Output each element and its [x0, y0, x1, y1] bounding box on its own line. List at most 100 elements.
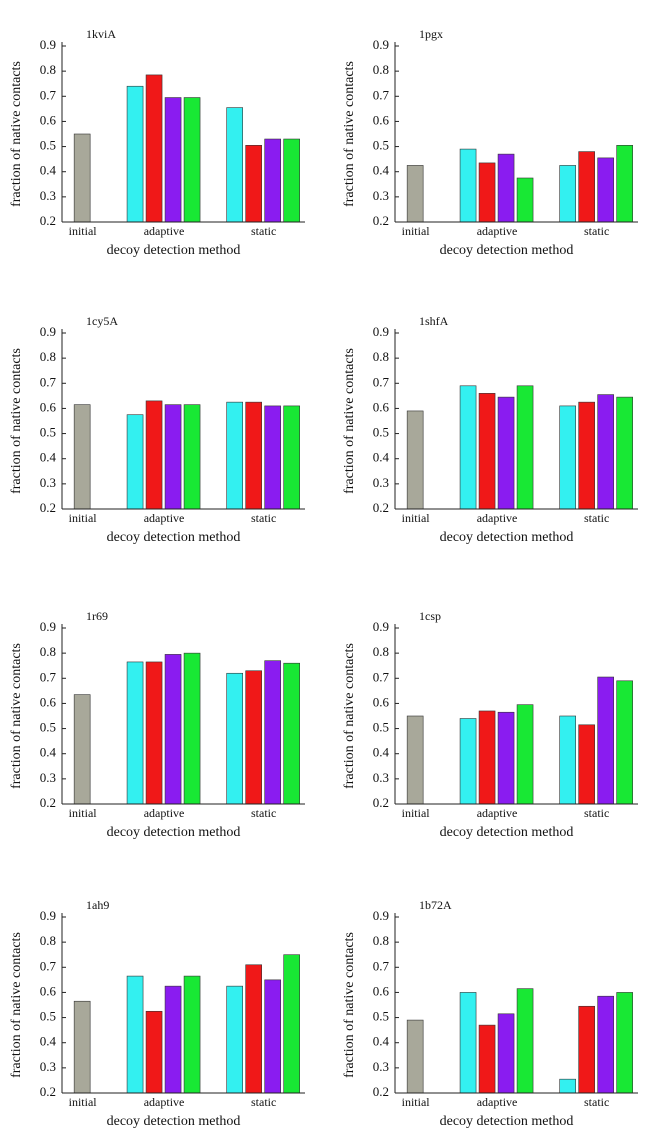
y-tick-label: 0.4: [373, 450, 390, 465]
x-axis-label: decoy detection method: [440, 825, 574, 840]
bar: [616, 145, 633, 223]
y-tick-label: 0.3: [373, 475, 389, 490]
x-tick-label: initial: [402, 224, 431, 238]
bar: [497, 1013, 515, 1094]
y-axis-label: fraction of native contacts: [9, 348, 24, 494]
bar: [264, 138, 281, 223]
y-tick-label: 0.4: [40, 163, 57, 178]
y-tick-label: 0.4: [40, 1034, 57, 1049]
bar: [597, 394, 614, 510]
bar: [245, 670, 262, 805]
y-tick-label: 0.9: [40, 324, 56, 339]
x-axis-label: decoy detection method: [107, 1114, 241, 1129]
y-tick-label: 0.4: [40, 450, 57, 465]
y-tick-label: 0.9: [40, 908, 56, 923]
bar: [73, 133, 91, 223]
y-tick-label: 0.4: [373, 1034, 390, 1049]
y-tick-label: 0.8: [373, 644, 389, 659]
y-tick-label: 0.4: [40, 745, 57, 760]
bar: [164, 97, 182, 223]
bar: [226, 672, 243, 805]
bar: [616, 680, 633, 805]
y-tick-label: 0.2: [40, 795, 56, 810]
bar: [616, 992, 633, 1094]
y-tick-label: 0.5: [373, 138, 389, 153]
bar: [578, 401, 595, 510]
bar: [559, 405, 576, 510]
y-tick-label: 0.2: [40, 213, 56, 228]
x-tick-label: adaptive: [477, 1095, 518, 1109]
bar: [183, 975, 201, 1094]
bar: [183, 652, 201, 805]
x-axis-label: decoy detection method: [440, 530, 574, 545]
bar: [578, 151, 595, 223]
y-tick-label: 0.6: [373, 399, 390, 414]
bar: [126, 661, 144, 805]
bar: [73, 1000, 91, 1094]
x-tick-label: adaptive: [477, 511, 518, 525]
y-tick-label: 0.6: [373, 112, 390, 127]
y-tick-label: 0.8: [40, 644, 56, 659]
y-tick-label: 0.5: [373, 1009, 389, 1024]
y-tick-label: 0.7: [373, 669, 390, 684]
y-tick-label: 0.7: [40, 958, 57, 973]
x-axis-label: decoy detection method: [440, 243, 574, 258]
bar: [459, 148, 477, 223]
y-tick-label: 0.7: [40, 87, 57, 102]
bar: [126, 85, 144, 223]
x-tick-label: adaptive: [144, 511, 185, 525]
bar: [597, 676, 614, 805]
y-tick-label: 0.3: [373, 188, 389, 203]
bar: [283, 954, 300, 1094]
y-axis-label: fraction of native contacts: [9, 932, 24, 1078]
bar: [264, 660, 281, 805]
x-tick-label: static: [584, 1095, 609, 1109]
y-tick-label: 0.7: [373, 958, 390, 973]
bar: [559, 165, 576, 223]
bar: [406, 165, 424, 223]
bar: [164, 985, 182, 1094]
bar: [164, 654, 182, 805]
bar: [264, 405, 281, 510]
y-tick-label: 0.4: [373, 745, 390, 760]
bar: [459, 385, 477, 510]
bar: [516, 177, 534, 223]
panel-title: 1shfA: [419, 314, 449, 328]
x-tick-label: adaptive: [477, 224, 518, 238]
y-tick-label: 0.6: [373, 694, 390, 709]
bar: [183, 97, 201, 223]
y-tick-label: 0.9: [373, 324, 389, 339]
panel-title: 1r69: [86, 609, 108, 623]
bar: [145, 1010, 163, 1094]
bar: [578, 1005, 595, 1094]
panel-title: 1pgx: [419, 27, 443, 41]
y-tick-label: 0.3: [40, 1059, 56, 1074]
x-tick-label: adaptive: [144, 806, 185, 820]
y-tick-label: 0.4: [373, 163, 390, 178]
x-tick-label: static: [251, 1095, 276, 1109]
x-tick-label: initial: [69, 511, 98, 525]
y-tick-label: 0.9: [373, 619, 389, 634]
x-tick-label: initial: [402, 1095, 431, 1109]
y-tick-label: 0.3: [40, 475, 56, 490]
bar: [245, 401, 262, 510]
y-tick-label: 0.9: [373, 908, 389, 923]
y-tick-label: 0.2: [373, 500, 389, 515]
bar: [516, 385, 534, 510]
y-tick-label: 0.2: [373, 213, 389, 228]
y-tick-label: 0.7: [40, 374, 57, 389]
x-tick-label: initial: [69, 1095, 98, 1109]
bar: [245, 145, 262, 223]
y-tick-label: 0.3: [373, 1059, 389, 1074]
y-tick-label: 0.2: [40, 500, 56, 515]
y-tick-label: 0.9: [40, 37, 56, 52]
y-tick-label: 0.8: [373, 349, 389, 364]
y-tick-label: 0.7: [40, 669, 57, 684]
x-axis-label: decoy detection method: [440, 1114, 574, 1129]
x-tick-label: initial: [402, 806, 431, 820]
x-axis-label: decoy detection method: [107, 825, 241, 840]
y-tick-label: 0.2: [40, 1084, 56, 1099]
bar: [559, 715, 576, 805]
bar: [183, 404, 201, 510]
